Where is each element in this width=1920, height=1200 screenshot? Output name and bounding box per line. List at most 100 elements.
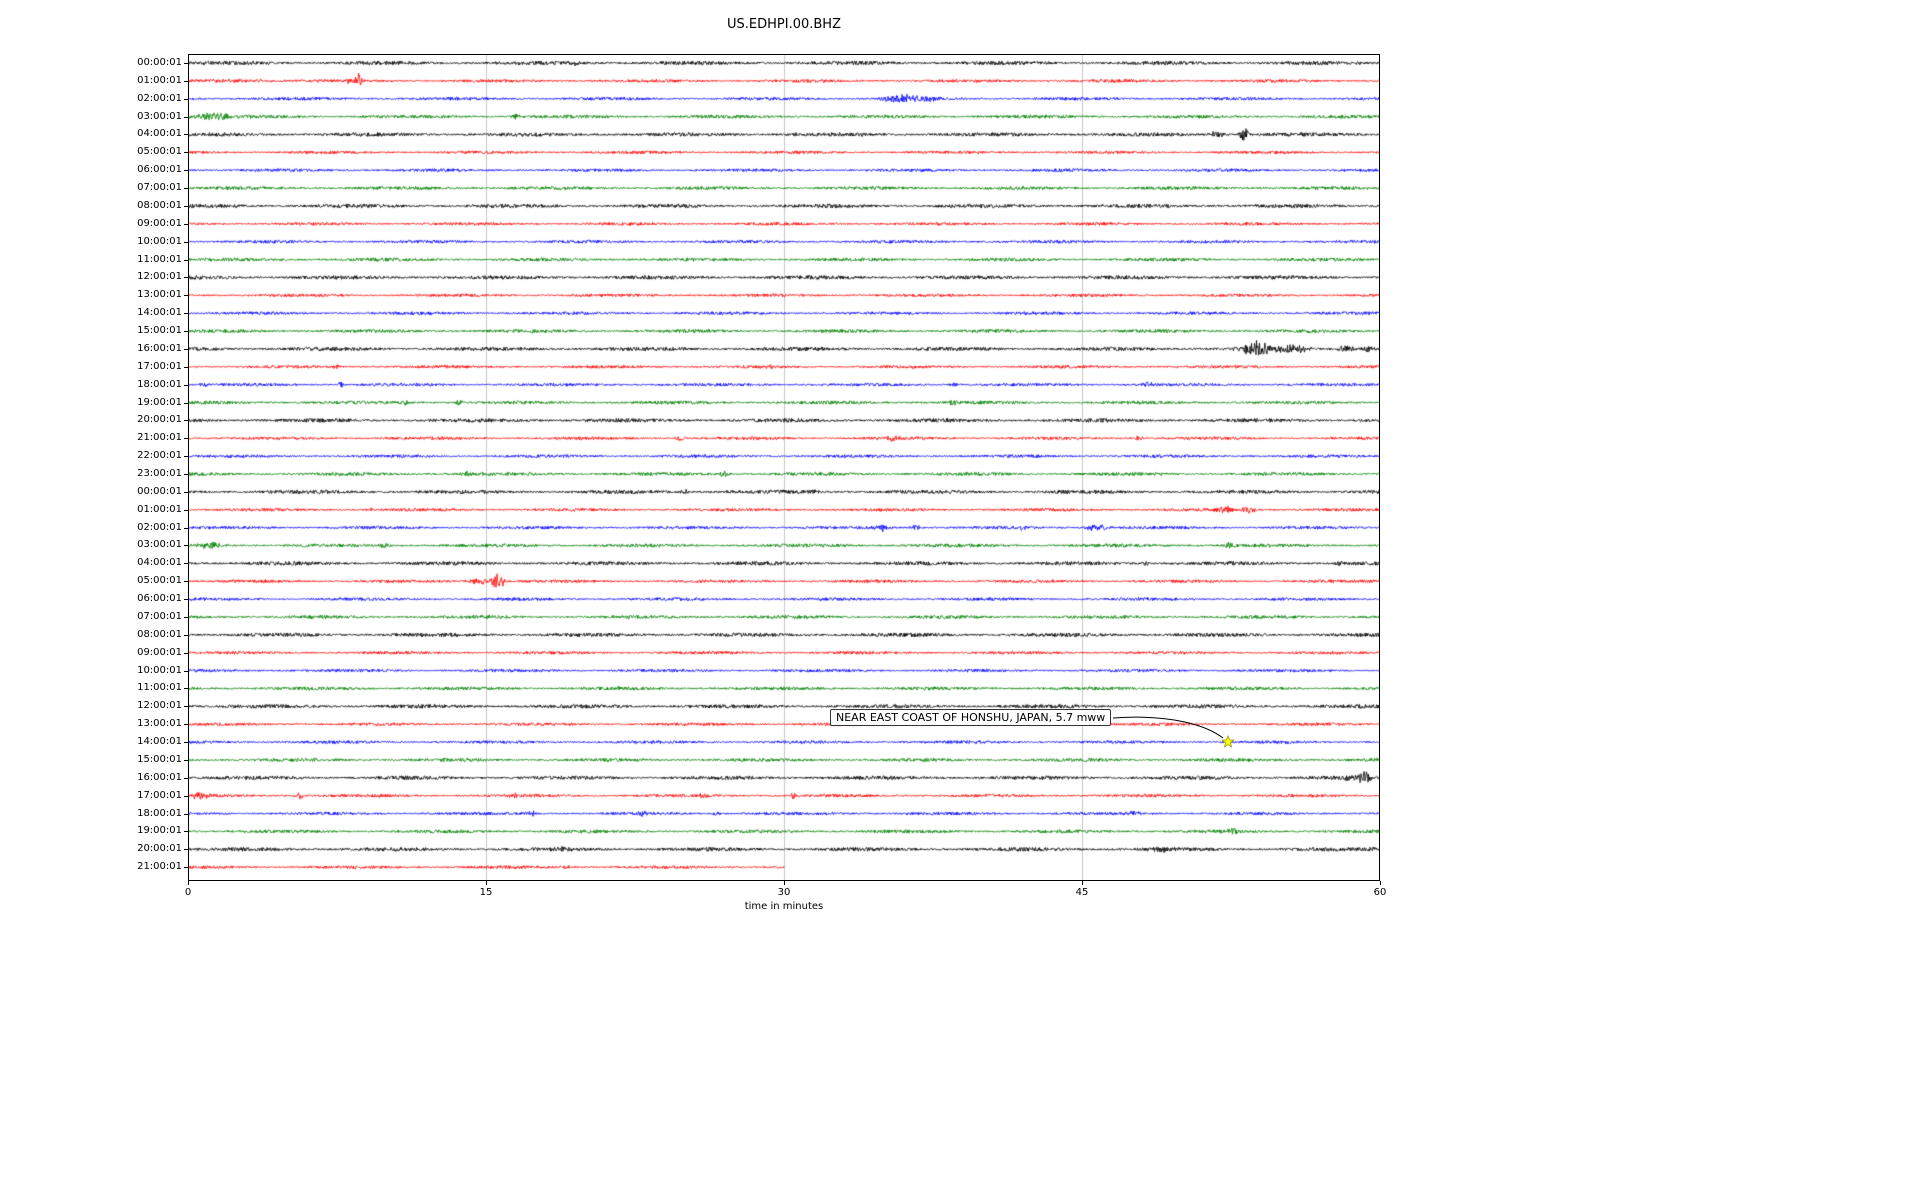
y-tick-mark <box>184 491 188 493</box>
y-tick-mark <box>184 724 188 726</box>
y-tick-label: 09:00:01 <box>137 217 182 229</box>
y-tick-label: 10:00:01 <box>137 664 182 676</box>
y-axis-row-labels: 00:00:01 01:00:01 02:00:01 03:00:01 04:00:01… <box>0 0 184 1200</box>
y-tick-label: 05:00:01 <box>137 575 182 587</box>
y-tick-mark <box>184 116 188 118</box>
y-tick-mark <box>184 831 188 833</box>
y-tick-label: 13:00:01 <box>137 718 182 730</box>
y-tick-label: 12:00:01 <box>137 700 182 712</box>
y-tick-mark <box>184 795 188 797</box>
y-tick-label: 00:00:01 <box>137 485 182 497</box>
x-tick-mark <box>1082 881 1083 885</box>
event-annotation: NEAR EAST COAST OF HONSHU, JAPAN, 5.7 mw… <box>830 709 1112 726</box>
y-tick-mark <box>184 402 188 404</box>
x-tick-label: 15 <box>479 887 493 898</box>
y-tick-mark <box>184 456 188 458</box>
y-tick-label: 11:00:01 <box>137 682 182 694</box>
y-tick-label: 01:00:01 <box>137 503 182 515</box>
x-tick-mark <box>784 881 785 885</box>
x-tick-label: 45 <box>1075 887 1089 898</box>
x-tick-label: 60 <box>1373 887 1387 898</box>
y-tick-label: 21:00:01 <box>137 432 182 444</box>
y-tick-mark <box>184 652 188 654</box>
y-tick-mark <box>184 241 188 243</box>
y-tick-label: 10:00:01 <box>137 235 182 247</box>
y-tick-label: 04:00:01 <box>137 128 182 140</box>
y-tick-label: 02:00:01 <box>137 521 182 533</box>
y-tick-label: 00:00:01 <box>137 57 182 68</box>
y-tick-mark <box>184 599 188 601</box>
y-tick-mark <box>184 849 188 851</box>
y-tick-mark <box>184 63 188 64</box>
y-tick-label: 03:00:01 <box>137 539 182 551</box>
y-tick-label: 06:00:01 <box>137 593 182 605</box>
y-tick-mark <box>184 223 188 225</box>
y-tick-mark <box>184 295 188 297</box>
x-axis-label: time in minutes <box>744 901 824 912</box>
x-tick-label: 30 <box>777 887 791 898</box>
y-tick-label: 21:00:01 <box>137 861 182 873</box>
y-tick-mark <box>184 581 188 583</box>
y-tick-label: 12:00:01 <box>137 271 182 283</box>
y-tick-label: 18:00:01 <box>137 378 182 390</box>
y-tick-mark <box>184 98 188 100</box>
y-tick-label: 13:00:01 <box>137 289 182 301</box>
y-tick-label: 16:00:01 <box>137 342 182 354</box>
y-tick-label: 16:00:01 <box>137 771 182 783</box>
y-tick-label: 15:00:01 <box>137 325 182 337</box>
y-tick-mark <box>184 170 188 172</box>
y-tick-mark <box>184 545 188 547</box>
y-tick-label: 04:00:01 <box>137 557 182 569</box>
y-tick-label: 14:00:01 <box>137 307 182 319</box>
y-tick-mark <box>184 313 188 315</box>
y-tick-label: 07:00:01 <box>137 610 182 622</box>
y-tick-mark <box>184 670 188 672</box>
y-tick-label: 05:00:01 <box>137 146 182 158</box>
y-tick-mark <box>184 205 188 207</box>
y-tick-label: 20:00:01 <box>137 414 182 426</box>
y-tick-mark <box>184 331 188 333</box>
y-tick-label: 09:00:01 <box>137 646 182 658</box>
y-tick-mark <box>184 134 188 136</box>
x-tick-mark <box>486 881 487 885</box>
y-tick-mark <box>184 152 188 154</box>
y-tick-label: 14:00:01 <box>137 736 182 748</box>
y-tick-mark <box>184 366 188 368</box>
y-tick-label: 17:00:01 <box>137 789 182 801</box>
y-tick-label: 08:00:01 <box>137 628 182 640</box>
y-tick-label: 01:00:01 <box>137 74 182 86</box>
y-tick-label: 02:00:01 <box>137 92 182 104</box>
y-tick-label: 07:00:01 <box>137 182 182 194</box>
x-tick-label: 0 <box>184 887 192 898</box>
y-tick-label: 15:00:01 <box>137 753 182 765</box>
y-tick-label: 20:00:01 <box>137 843 182 855</box>
y-tick-mark <box>184 188 188 190</box>
y-tick-mark <box>184 80 188 82</box>
y-tick-label: 11:00:01 <box>137 253 182 265</box>
y-tick-mark <box>184 509 188 511</box>
y-tick-label: 19:00:01 <box>137 825 182 837</box>
y-tick-label: 19:00:01 <box>137 396 182 408</box>
y-tick-mark <box>184 634 188 636</box>
y-tick-mark <box>184 384 188 386</box>
y-tick-mark <box>184 348 188 350</box>
y-tick-mark <box>184 259 188 261</box>
y-tick-mark <box>184 420 188 422</box>
y-tick-mark <box>184 813 188 815</box>
y-tick-mark <box>184 688 188 690</box>
waveform-canvas <box>188 54 1380 881</box>
y-tick-mark <box>184 563 188 565</box>
y-tick-mark <box>184 527 188 529</box>
chart-title: US.EDHPI.00.BHZ <box>727 17 841 32</box>
y-tick-label: 18:00:01 <box>137 807 182 819</box>
y-tick-label: 22:00:01 <box>137 450 182 462</box>
y-tick-mark <box>184 474 188 475</box>
y-tick-label: 23:00:01 <box>137 468 182 479</box>
y-tick-label: 03:00:01 <box>137 110 182 122</box>
x-tick-mark <box>1380 881 1381 885</box>
y-tick-mark <box>184 742 188 744</box>
y-tick-mark <box>184 777 188 779</box>
y-tick-mark <box>184 616 188 618</box>
y-tick-mark <box>184 759 188 761</box>
y-tick-mark <box>184 438 188 440</box>
